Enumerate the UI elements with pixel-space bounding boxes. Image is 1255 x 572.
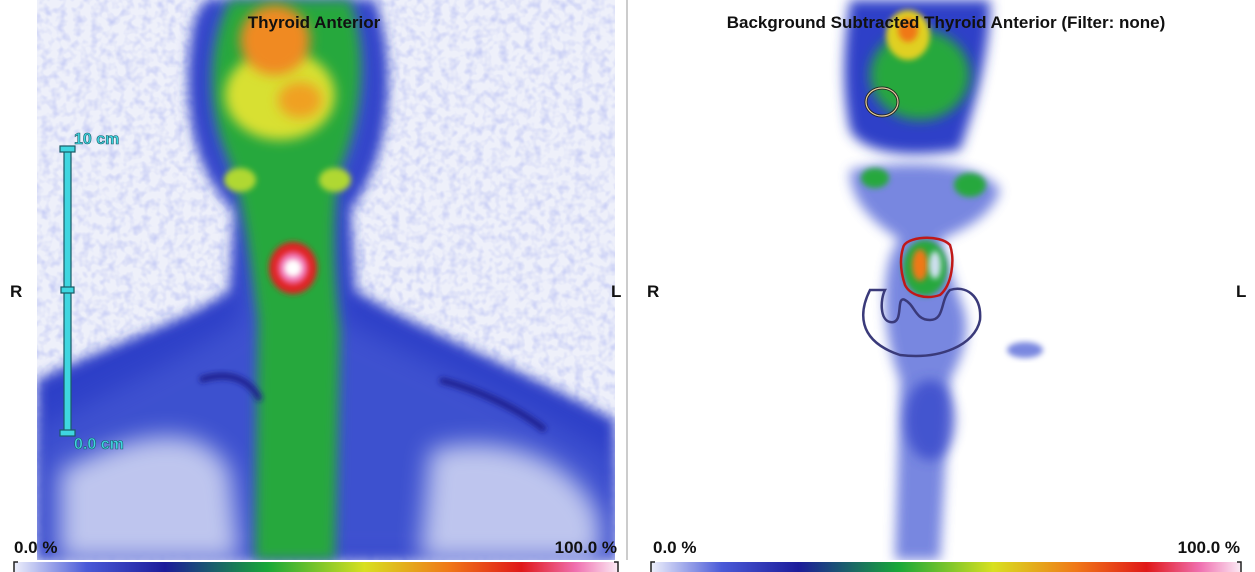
- side-label-left: L: [1236, 282, 1246, 301]
- subtracted-image: [645, 0, 1240, 560]
- colorbar: [651, 562, 1241, 572]
- colorbar-min: 0.0 %: [653, 538, 696, 557]
- page: 10 cm 0.0 cm Thyroid Anterior Background…: [0, 0, 1255, 572]
- colorbar-max: 100.0 %: [555, 538, 617, 557]
- viewer: 10 cm 0.0 cm Thyroid Anterior Background…: [0, 0, 1255, 572]
- colorbar: [14, 562, 618, 572]
- scale-top-label: 10 cm: [74, 131, 119, 148]
- colorbar-max: 100.0 %: [1178, 538, 1240, 557]
- panel-title: Thyroid Anterior: [248, 13, 381, 32]
- scale-bottom-label: 0.0 cm: [74, 436, 124, 453]
- anterior-image: [37, 0, 615, 560]
- side-label-right: R: [10, 282, 22, 301]
- side-label-right: R: [647, 282, 659, 301]
- panel-title: Background Subtracted Thyroid Anterior (…: [727, 13, 1166, 32]
- colorbar-min: 0.0 %: [14, 538, 57, 557]
- side-label-left: L: [611, 282, 621, 301]
